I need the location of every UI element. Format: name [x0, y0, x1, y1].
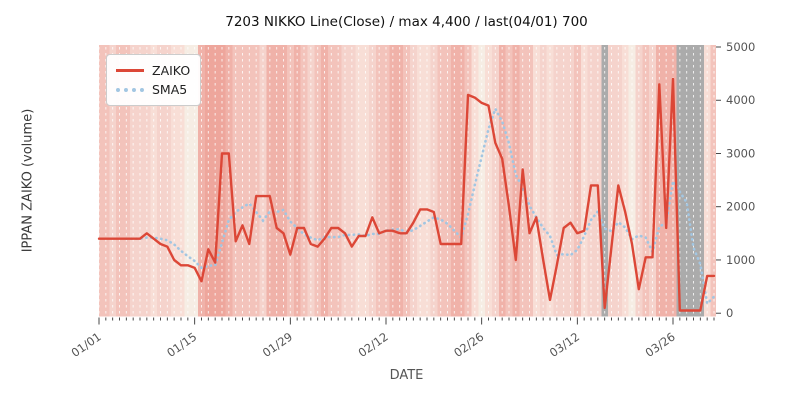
day-band [99, 45, 103, 317]
y-tick-label: 2000 [726, 200, 755, 214]
zaiko-line [97, 77, 716, 312]
x-tick-label: 01/01 [69, 329, 104, 359]
sma5-line-swatch [116, 87, 144, 92]
y-tick-label: 4000 [726, 93, 755, 107]
zaiko-line-swatch [116, 69, 144, 72]
y-tick-label: 5000 [726, 40, 755, 54]
x-tick-label: 01/15 [164, 329, 199, 359]
legend-item-sma5: SMA5 [116, 80, 192, 99]
legend-item-zaiko: ZAIKO [116, 61, 192, 80]
sma5-line [125, 105, 716, 307]
x-axis-ticks [98, 317, 715, 325]
x-tick-label: 03/12 [547, 329, 582, 359]
x-tick-label: 02/26 [451, 329, 486, 359]
y-tick-label: 3000 [726, 146, 755, 160]
y-tick-label: 0 [726, 306, 733, 320]
legend: ZAIKO SMA5 [106, 54, 201, 106]
day-band [710, 45, 717, 317]
x-tick-label: 02/12 [356, 329, 391, 359]
y-tick-label: 1000 [726, 253, 755, 267]
legend-label-sma5: SMA5 [152, 82, 188, 97]
legend-label-zaiko: ZAIKO [152, 63, 191, 78]
chart-title: 7203 NIKKO Line(Close) / max 4,400 / las… [225, 14, 588, 30]
x-axis-label: DATE [389, 368, 424, 383]
y-axis-ticks: 0 1000 2000 3000 4000 5000 [716, 40, 755, 320]
x-tick-labels: 01/01 01/15 01/29 02/12 02/26 03/12 03/26 [69, 329, 678, 359]
x-tick-label: 01/29 [260, 329, 295, 359]
x-tick-label: 03/26 [643, 329, 678, 359]
